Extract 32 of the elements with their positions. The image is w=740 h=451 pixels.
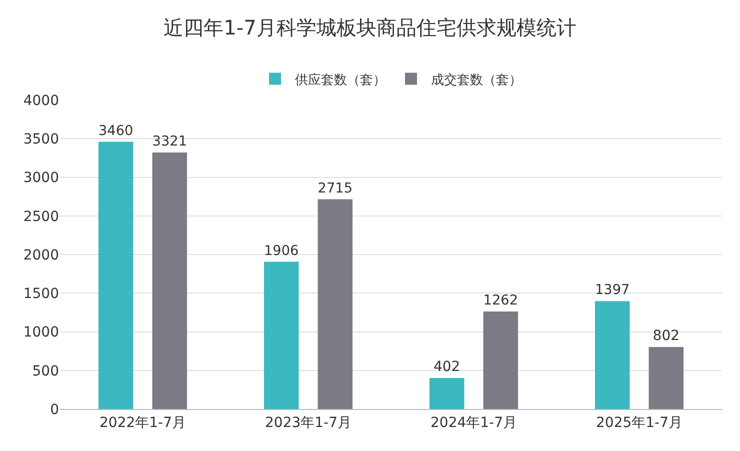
y-tick-label: 1500 xyxy=(23,286,59,302)
bar xyxy=(98,142,134,409)
data-label: 3321 xyxy=(152,134,188,150)
bar xyxy=(318,199,353,409)
data-label: 2715 xyxy=(318,180,353,196)
data-label: 1262 xyxy=(483,292,518,309)
bar xyxy=(648,347,684,409)
data-label: 1906 xyxy=(264,242,299,259)
legend-label: 供应套数（套） xyxy=(295,72,386,88)
x-tick-label: 2024年1-7月 xyxy=(430,414,517,431)
data-label: 802 xyxy=(652,328,680,344)
y-tick-label: 0 xyxy=(50,402,59,418)
bar xyxy=(483,312,518,409)
bar xyxy=(594,301,630,409)
x-tick-label: 2022年1-7月 xyxy=(100,414,186,431)
x-tick-label: 2025年1-7月 xyxy=(596,414,682,431)
chart-title: 近四年1-7月科学城板块商品住宅供求规模统计 xyxy=(164,15,576,40)
y-tick-label: 2500 xyxy=(23,208,59,225)
bar xyxy=(429,378,464,409)
y-tick-label: 4000 xyxy=(23,92,59,109)
y-tick-label: 1000 xyxy=(23,324,59,341)
y-tick-label: 2000 xyxy=(23,247,59,264)
bar xyxy=(264,262,299,409)
y-tick-label: 500 xyxy=(32,363,59,380)
y-tick-label: 3000 xyxy=(23,170,59,186)
y-tick-label: 3500 xyxy=(23,132,59,148)
legend-label: 成交套数（套） xyxy=(431,72,522,88)
data-label: 402 xyxy=(433,358,460,375)
x-tick-label: 2023年1-7月 xyxy=(265,414,352,431)
bar xyxy=(152,152,188,409)
data-label: 1397 xyxy=(594,282,630,298)
data-label: 3460 xyxy=(98,122,134,139)
